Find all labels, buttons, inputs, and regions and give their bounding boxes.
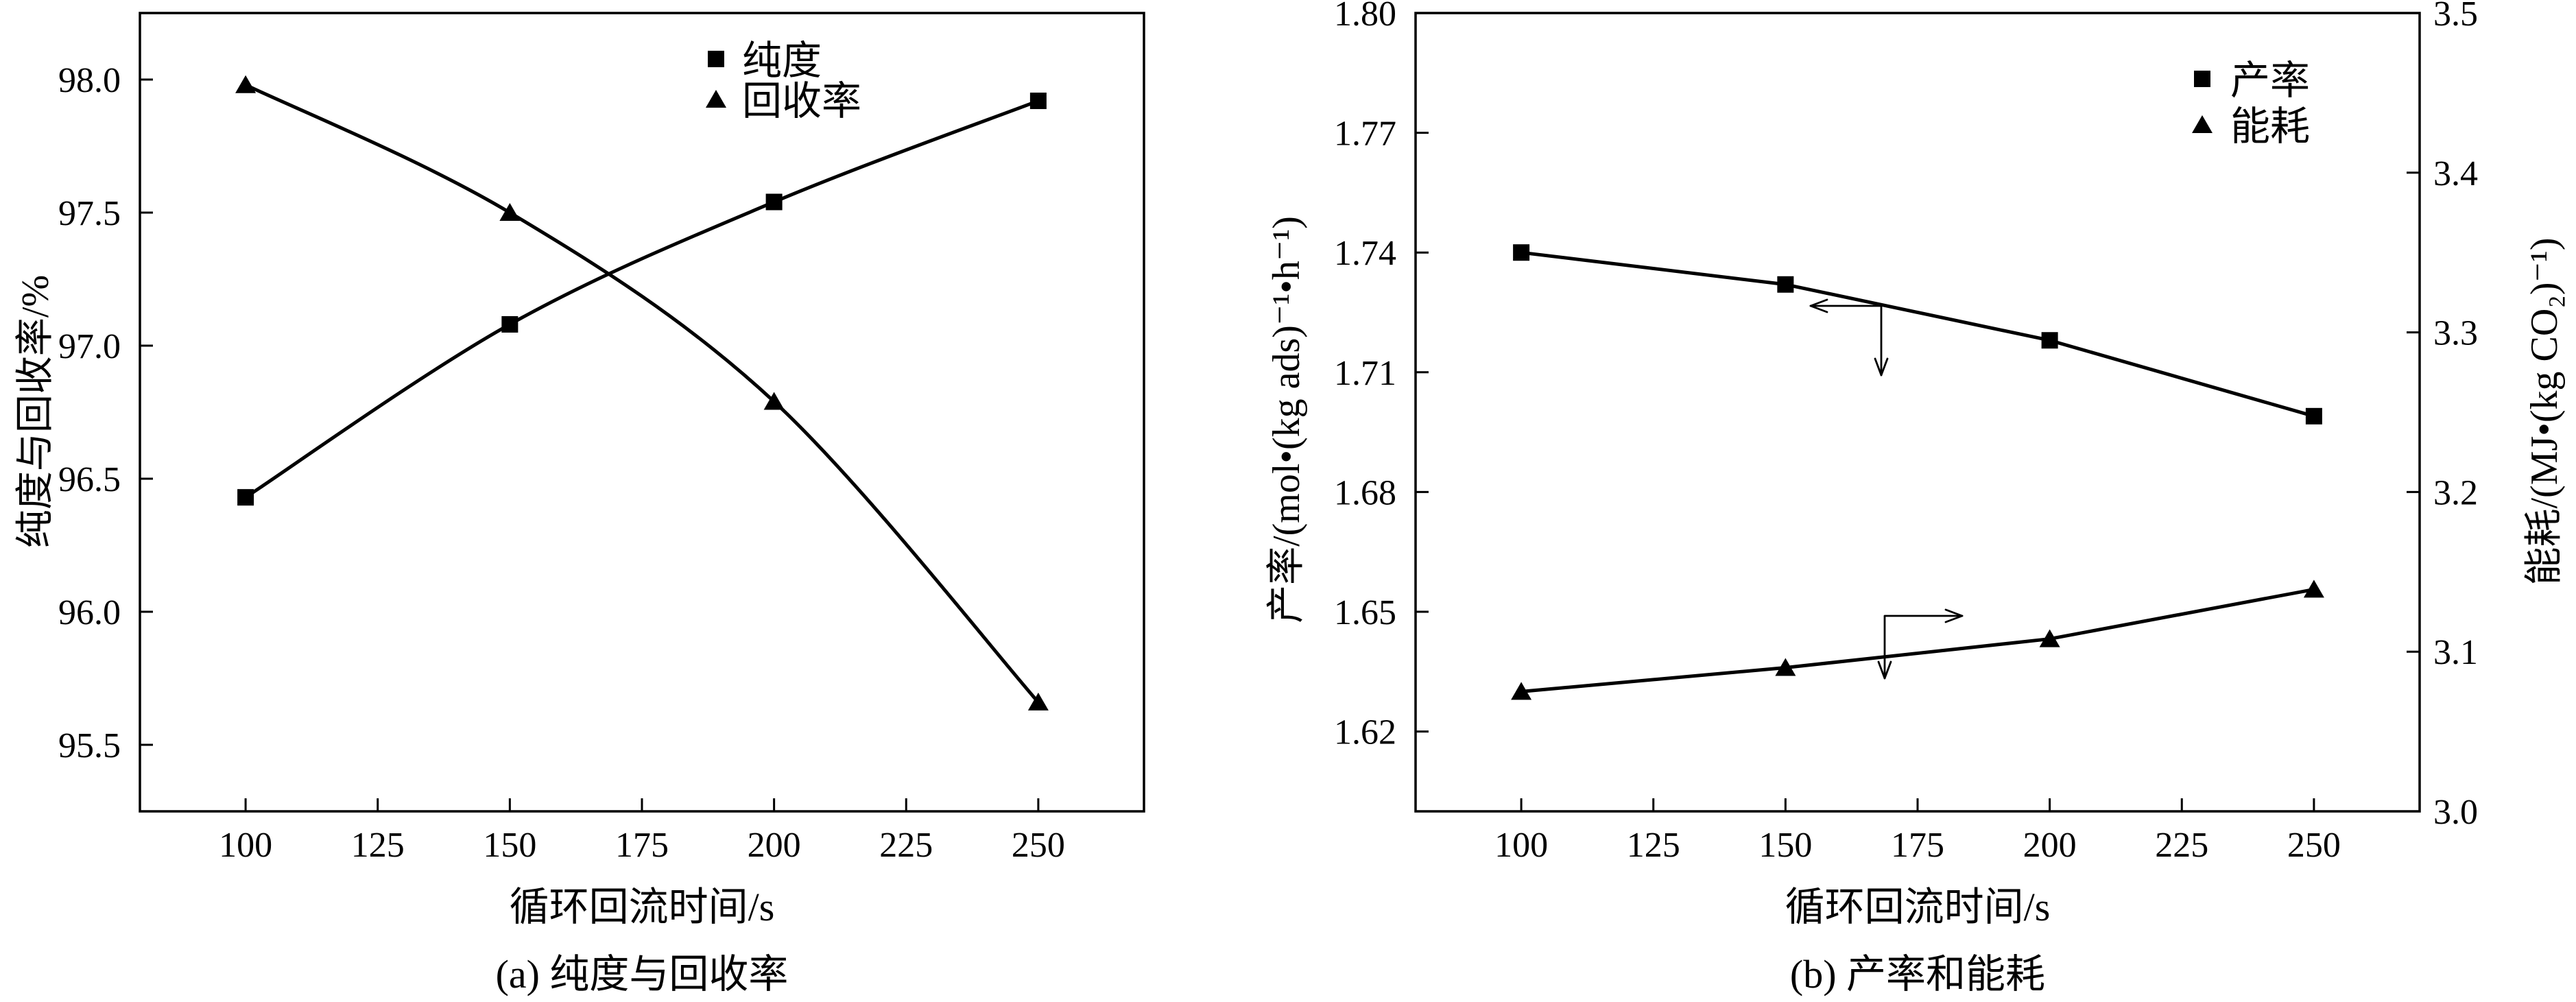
x-tick-label: 225 <box>2155 826 2208 865</box>
x-tick-label: 175 <box>615 826 669 865</box>
energy-consumption-marker <box>1511 682 1532 700</box>
productivity-marker <box>2305 407 2322 425</box>
x-tick-label: 200 <box>748 826 801 865</box>
chart-productivity-energy: 100 125 150 175 200 225 250 1.62 1.65 1.68 1.71 1.7… <box>1265 0 2566 997</box>
y-tick-label: 98.0 <box>58 61 121 100</box>
x-tick-label: 250 <box>2287 826 2341 865</box>
legend-energy-consumption-marker <box>2192 115 2213 133</box>
y2-axis-label: 能耗/(MJ•(kg CO₂)⁻¹) <box>2523 237 2566 585</box>
chart-purity-recovery: 100 125 150 175 200 225 250 95.5 96.0 96.5 97.0 97.… <box>14 12 1145 997</box>
legend-recovery-rate-label: 回收率 <box>742 79 861 123</box>
purity-marker <box>1029 93 1047 110</box>
x-tick-label: 150 <box>1758 826 1812 865</box>
y-axis-label: 纯度与回收率/% <box>14 275 57 548</box>
legend-productivity-marker <box>2194 71 2210 87</box>
x-tick-label: 225 <box>879 826 933 865</box>
y-tick-label: 96.5 <box>58 460 121 499</box>
x-tick-label: 150 <box>483 826 536 865</box>
productivity-marker <box>1777 276 1794 293</box>
y2-tick-label: 3.1 <box>2433 633 2478 672</box>
recovery-rate-marker <box>235 75 257 93</box>
legend-purity-label: 纯度 <box>742 38 822 83</box>
energy-consumption-marker <box>2303 580 2324 598</box>
down-arrow-head <box>1877 660 1892 680</box>
y2-tick-label: 3.3 <box>2433 314 2478 353</box>
productivity-indicator-line <box>1809 305 1883 377</box>
x-tick-label: 175 <box>1891 826 1944 865</box>
y-tick-label: 95.5 <box>58 726 121 765</box>
x-tick-label: 100 <box>219 826 272 865</box>
y2-tick-label: 3.2 <box>2433 473 2478 512</box>
purity-marker <box>765 193 783 211</box>
y-axis-label: 产率/(mol•(kg ads)⁻¹•h⁻¹) <box>1265 216 1308 623</box>
right-arrow-head <box>1944 608 1964 623</box>
down-arrow-head <box>1874 357 1889 377</box>
purity-marker <box>237 489 254 506</box>
y-tick-label: 1.77 <box>1334 115 1396 154</box>
energy-consumption-marker <box>1775 658 1796 676</box>
legend-productivity-label: 产率 <box>2230 58 2310 103</box>
y-tick-label: 96.0 <box>58 593 121 632</box>
x-axis-label: 循环回流时间/s <box>510 885 775 929</box>
energy-axis-indicator <box>1877 608 1964 680</box>
y2-tick-label: 3.5 <box>2433 0 2478 34</box>
purity-marker <box>501 315 518 333</box>
x-tick-label: 100 <box>1494 826 1548 865</box>
recovery-rate-marker <box>499 203 521 221</box>
energy-consumption-marker <box>2039 629 2060 647</box>
recovery-rate-marker <box>1027 692 1049 711</box>
x-tick-label: 250 <box>1012 826 1065 865</box>
y-tick-label: 1.62 <box>1334 713 1396 752</box>
legend-energy-consumption-label: 能耗 <box>2230 104 2310 149</box>
x-tick-label: 200 <box>2023 826 2077 865</box>
legend-recovery-rate-marker <box>706 90 726 108</box>
energy-consumption-curve <box>1519 587 2316 693</box>
chart-caption: (b) 产率和能耗 <box>1790 952 2045 997</box>
left-arrow-head <box>1809 298 1828 313</box>
energy-indicator-line <box>1883 615 1964 680</box>
plot-frame <box>139 12 1145 813</box>
y-tick-label: 1.65 <box>1334 593 1396 632</box>
productivity-curve <box>1519 250 2316 418</box>
y-tick-label: 97.0 <box>58 327 121 366</box>
purity-curve <box>243 99 1040 499</box>
y-tick-label: 1.71 <box>1334 354 1396 393</box>
x-axis-label: 循环回流时间/s <box>1785 885 2051 929</box>
legend-purity-marker <box>708 51 724 67</box>
productivity-marker <box>2041 332 2058 349</box>
y2-tick-label: 3.4 <box>2433 154 2478 193</box>
recovery-rate-curve <box>243 83 1040 704</box>
y-tick-label: 1.74 <box>1334 234 1396 273</box>
y-tick-label: 1.80 <box>1334 0 1396 34</box>
x-tick-label: 125 <box>351 826 405 865</box>
y-tick-label: 1.68 <box>1334 473 1396 512</box>
productivity-axis-indicator <box>1809 298 1889 377</box>
y2-tick-label: 3.0 <box>2433 793 2478 832</box>
x-tick-label: 125 <box>1627 826 1680 865</box>
productivity-marker <box>1513 244 1530 261</box>
chart-caption: (a) 纯度与回收率 <box>496 952 789 997</box>
recovery-rate-marker <box>763 392 785 410</box>
y-tick-label: 97.5 <box>58 194 121 233</box>
